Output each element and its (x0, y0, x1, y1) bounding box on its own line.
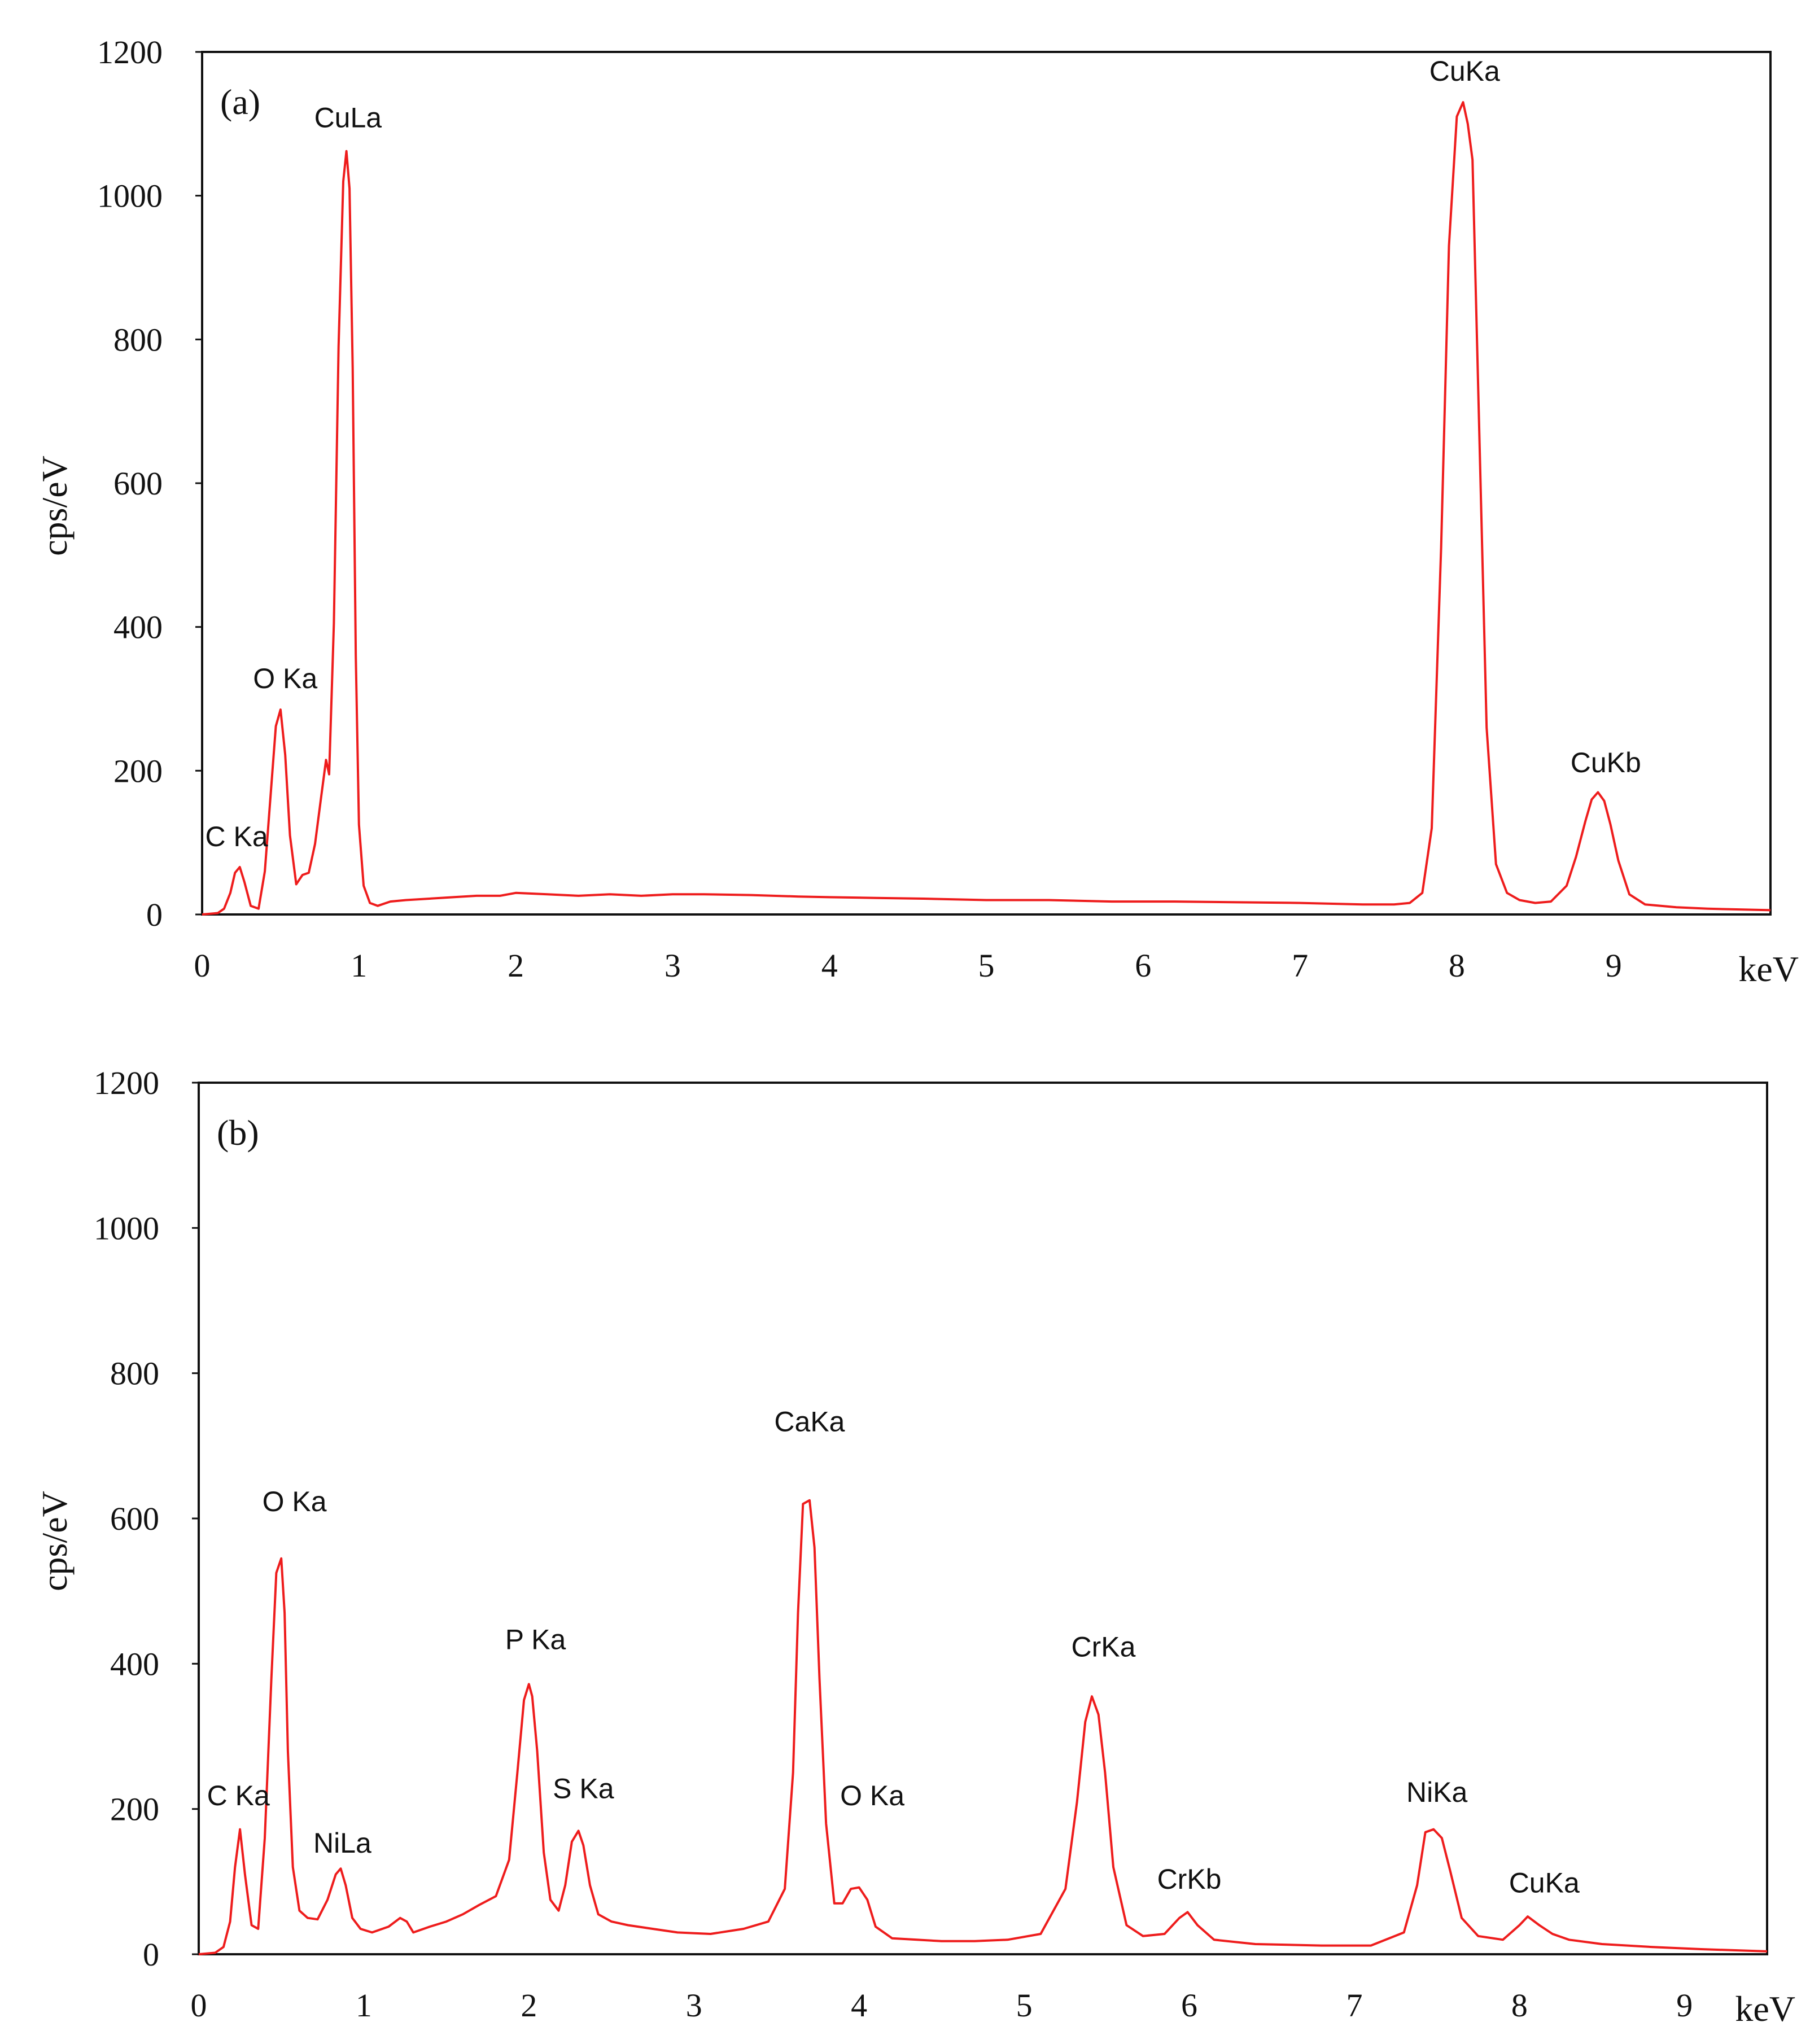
y-tick-label: 0 (146, 896, 163, 933)
peak-label: CrKa (1072, 1631, 1136, 1662)
x-tick-label: 2 (521, 1987, 537, 2024)
peak-label: CrKb (1157, 1863, 1222, 1895)
chart-panel-b: 0 200 400 600 800 1000 1200 0 1 2 3 4 5 6 7 8 9 keV cps/eV… (34, 1065, 1795, 2029)
peak-label: O Ka (840, 1780, 904, 1811)
x-tick-label: 7 (1346, 1987, 1362, 2024)
peak-label: O Ka (263, 1486, 327, 1517)
y-tick-label: 600 (113, 465, 163, 502)
x-tick-label: 0 (191, 1987, 207, 2024)
plot-frame (198, 1082, 1768, 1955)
y-tick-label: 200 (110, 1791, 159, 1828)
y-tick-label: 400 (110, 1645, 159, 1682)
x-tick-label: 7 (1292, 947, 1308, 984)
panel-label: (b) (217, 1113, 259, 1153)
peak-label: NiLa (313, 1827, 371, 1859)
y-tick-label: 1200 (94, 1065, 159, 1101)
x-tick-label: 3 (664, 947, 681, 984)
spectrum-line (198, 1499, 1768, 1955)
y-tick-label: 1200 (97, 34, 163, 71)
x-tick-label: 5 (978, 947, 995, 984)
peak-label: C Ka (206, 821, 268, 852)
y-tick-label: 1000 (94, 1210, 159, 1246)
x-tick-label: 9 (1676, 1987, 1693, 2024)
x-tick-label: 2 (508, 947, 524, 984)
y-tick-label: 0 (143, 1936, 159, 1973)
peak-label: CuLa (314, 102, 382, 134)
x-tick-label: 4 (851, 1987, 867, 2024)
chart-panel-a: 0 200 400 600 800 1000 1200 0 1 2 3 4 5 6 7 8 9 keV cps/eV… (34, 34, 1799, 989)
peak-label: C Ka (207, 1780, 270, 1811)
y-axis-title: cps/eV (34, 456, 75, 556)
x-axis-title: keV (1735, 1989, 1795, 2029)
peak-label: NiKa (1406, 1776, 1468, 1808)
x-tick-label: 6 (1181, 1987, 1197, 2024)
x-tick-label: 1 (356, 1987, 372, 2024)
x-tick-label: 8 (1449, 947, 1465, 984)
peak-label: O Ka (253, 663, 317, 694)
panel-label: (a) (220, 82, 260, 122)
y-axis-title: cps/eV (34, 1491, 75, 1591)
x-tick-label: 0 (194, 947, 211, 984)
y-tick-label: 200 (113, 752, 163, 789)
y-tick-label: 800 (113, 321, 163, 358)
y-tick-label: 800 (110, 1355, 159, 1392)
peak-label: CuKa (1509, 1867, 1580, 1899)
y-tick-label: 400 (113, 609, 163, 646)
x-tick-label: 5 (1016, 1987, 1033, 2024)
x-tick-label: 9 (1606, 947, 1622, 984)
peak-label: P Ka (505, 1624, 566, 1656)
spectrum-line (202, 101, 1771, 916)
y-tick-label: 600 (110, 1500, 159, 1537)
peak-label: S Ka (553, 1772, 614, 1804)
peak-label: CuKa (1429, 55, 1500, 87)
peak-label: CuKb (1571, 747, 1641, 778)
peak-label: CaKa (774, 1406, 845, 1438)
x-tick-label: 8 (1511, 1987, 1528, 2024)
plot-frame (201, 51, 1772, 916)
x-tick-label: 6 (1135, 947, 1151, 984)
x-tick-label: 4 (821, 947, 838, 984)
y-tick-label: 1000 (97, 178, 163, 215)
x-tick-label: 1 (351, 947, 367, 984)
x-axis-title: keV (1738, 949, 1799, 989)
x-tick-label: 3 (686, 1987, 702, 2024)
